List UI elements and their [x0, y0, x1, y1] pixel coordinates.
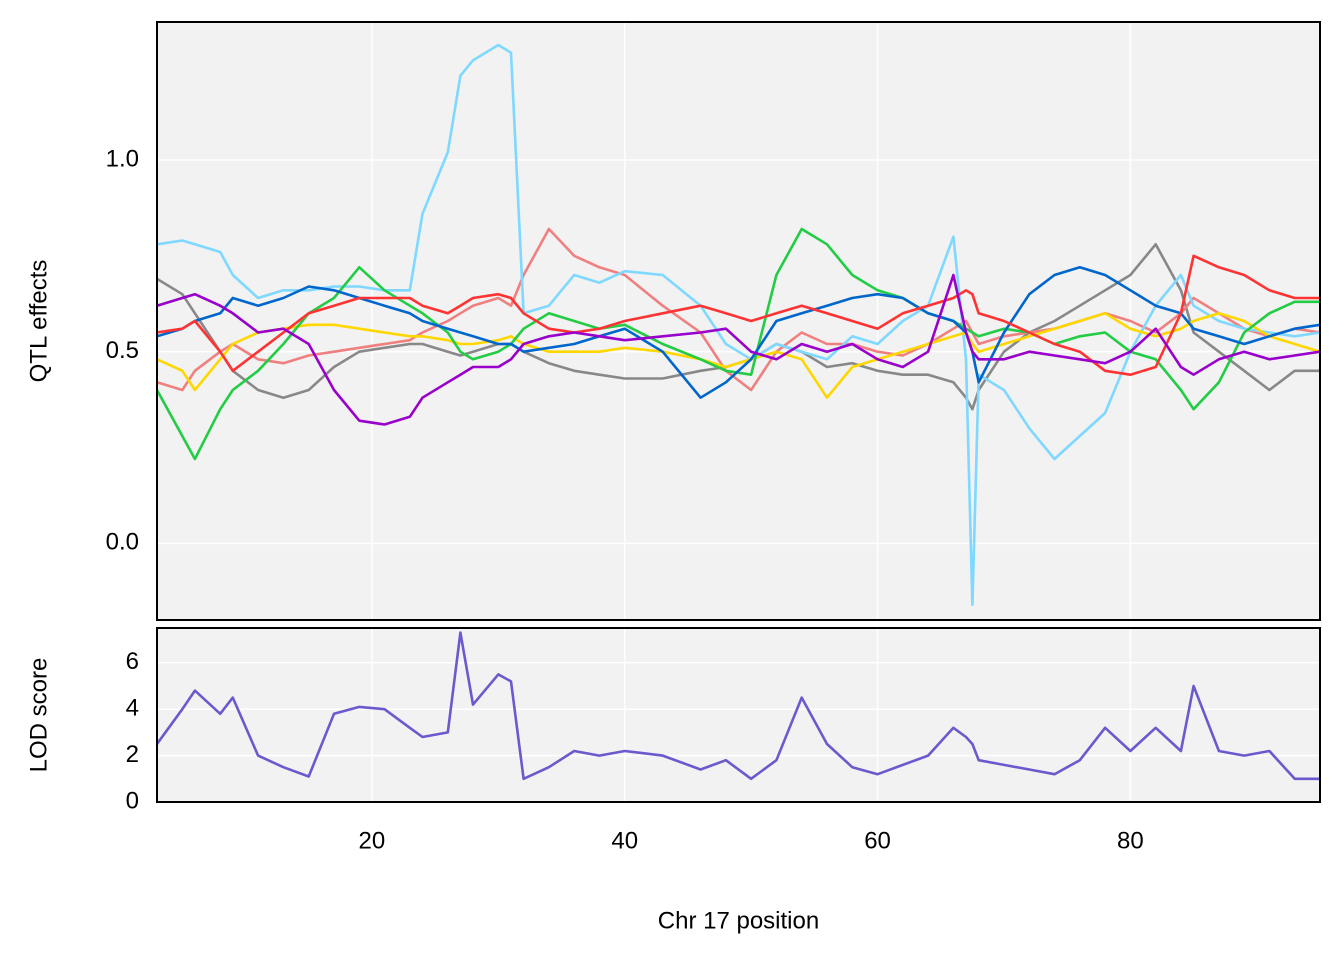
y-tick-label: 4 — [126, 695, 139, 722]
y-tick-label: 0.5 — [106, 337, 139, 364]
y-axis-label: LOD score — [25, 658, 52, 773]
y-tick-label: 6 — [126, 648, 139, 675]
panel-border — [156, 21, 1321, 621]
series-line — [157, 227, 1320, 461]
series-line — [157, 254, 1320, 376]
y-tick-label: 1.0 — [106, 145, 139, 172]
panel-background — [157, 628, 1320, 802]
series-line — [157, 631, 1320, 781]
y-tick-label: 0.0 — [106, 529, 139, 556]
x-tick-label: 80 — [1117, 827, 1144, 854]
x-tick-label: 20 — [359, 827, 386, 854]
x-tick-label: 40 — [611, 827, 638, 854]
y-axis-label: QTL effects — [25, 260, 52, 383]
series-line — [157, 312, 1320, 399]
series-line — [157, 43, 1320, 606]
x-axis-label: Chr 17 position — [658, 907, 819, 934]
panel-background — [157, 22, 1320, 620]
y-tick-label: 2 — [126, 741, 139, 768]
y-tick-label: 0 — [126, 787, 139, 814]
x-tick-label: 60 — [864, 827, 891, 854]
panel-border — [156, 627, 1321, 803]
series-line — [157, 266, 1320, 399]
series-line — [157, 227, 1320, 392]
series-line — [157, 273, 1320, 426]
